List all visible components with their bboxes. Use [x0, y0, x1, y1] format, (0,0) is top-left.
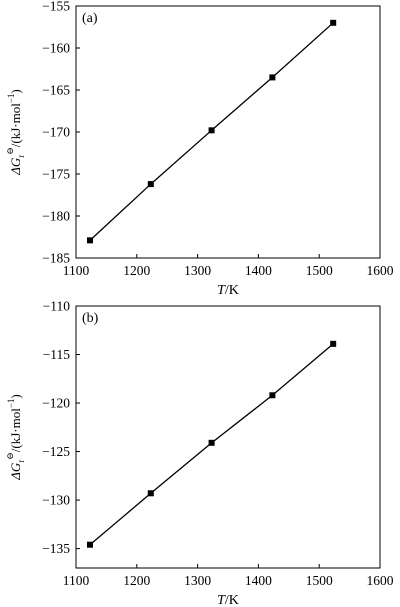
y-tick-label: −155 [42, 0, 70, 14]
data-point [208, 127, 215, 134]
y-tick-label: −160 [42, 41, 70, 56]
y-tick-label: −110 [43, 299, 71, 314]
y-axis-label-subscript: r [16, 155, 26, 158]
data-point [147, 490, 154, 497]
data-point [208, 439, 215, 446]
x-axis-label-symbol: T [217, 593, 226, 607]
x-tick-label: 1600 [367, 573, 394, 588]
data-point [330, 19, 337, 26]
y-axis-label: ΔGr⊖/(kJ·mol−1) [5, 394, 26, 481]
data-point [147, 181, 154, 188]
plot-frame [75, 5, 381, 259]
data-point [269, 74, 276, 81]
y-axis-label-unit: /(kJ·mol [8, 408, 23, 452]
y-axis-label-superscript: ⊖ [5, 452, 15, 460]
x-tick-label: 1300 [184, 263, 211, 278]
x-tick-label: 1500 [306, 263, 333, 278]
panel-label: (b) [82, 311, 99, 326]
x-tick-label: 1600 [367, 263, 394, 278]
y-axis-label-superscript: ⊖ [5, 147, 15, 155]
x-tick-label: 1300 [184, 573, 211, 588]
y-tick-label: −180 [42, 209, 70, 224]
x-axis-label-unit: /K [225, 283, 239, 298]
y-axis-label: ΔGr⊖/(kJ·mol−1) [5, 89, 26, 176]
x-tick-label: 1400 [245, 263, 272, 278]
x-axis-label: T/K [217, 283, 239, 298]
data-point [330, 340, 337, 347]
data-point [269, 392, 276, 399]
y-tick-label: −165 [42, 83, 70, 98]
x-tick-label: 1100 [63, 573, 90, 588]
x-tick-label: 1100 [63, 263, 90, 278]
y-tick-label: −170 [42, 125, 70, 140]
x-axis-label-unit: /K [225, 593, 239, 607]
y-tick-label: −135 [42, 541, 70, 556]
y-axis-label-symbol: ΔG [8, 157, 23, 176]
x-tick-label: 1200 [123, 263, 150, 278]
y-tick-label: −120 [42, 396, 70, 411]
x-tick-label: 1200 [123, 573, 150, 588]
y-axis-label-symbol: ΔG [8, 462, 23, 481]
x-axis-label-symbol: T [217, 283, 226, 298]
x-axis-label: T/K [217, 593, 239, 607]
y-tick-label: −130 [42, 493, 70, 508]
y-tick-label: −125 [42, 444, 70, 459]
y-tick-label: −175 [42, 167, 70, 182]
y-tick-label: −185 [42, 251, 70, 266]
chart-panel-a: 1100 1200 1300 1400 1500 1600 −185 −180 −175 −170… [5, 0, 394, 298]
y-axis-label-subscript: r [16, 460, 26, 463]
data-point [86, 541, 93, 548]
panel-label: (a) [82, 11, 98, 26]
plot-frame [75, 305, 381, 569]
y-axis-label-unit-superscript: −1 [6, 399, 16, 409]
y-axis-label-end: ) [8, 394, 23, 398]
y-axis-label-unit: /(kJ·mol [8, 103, 23, 147]
chart-panel-b: 1100 1200 1300 1400 1500 1600 −135 −130 −125 −120… [5, 299, 394, 607]
data-point [86, 237, 93, 244]
x-tick-label: 1400 [245, 573, 272, 588]
y-axis-label-end: ) [8, 89, 23, 93]
y-tick-label: −115 [43, 347, 71, 362]
x-tick-label: 1500 [306, 573, 333, 588]
y-axis-label-unit-superscript: −1 [6, 94, 16, 104]
